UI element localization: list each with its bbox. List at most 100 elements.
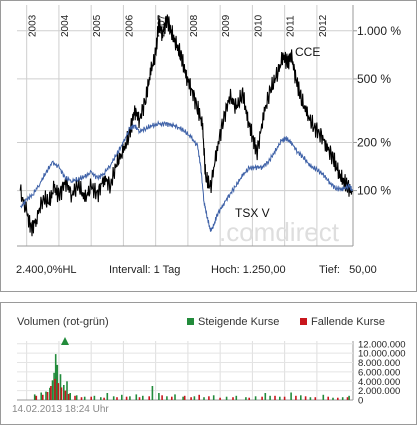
- volume-bar-falling-6: [60, 387, 63, 400]
- volume-bar-rising-29: [212, 395, 215, 400]
- volume-bar-rising-36: [279, 396, 281, 400]
- legend-swatch-falling: [300, 318, 307, 325]
- volume-bar-rising-5: [53, 372, 55, 400]
- volume-bar-falling-19: [183, 395, 186, 400]
- volume-bar-rising-31: [235, 395, 238, 400]
- series-line-tsx-v: [20, 120, 353, 232]
- legend-label-falling: Fallende Kurse: [311, 316, 385, 328]
- series-line-cce: [19, 14, 353, 237]
- x-tick-label-2011: 2011: [286, 15, 297, 37]
- volume-bar-falling-2: [46, 392, 49, 400]
- price-chart-panel: .comdirect 2003 2004 2005 2006 2007 2008 2009 2…: [0, 0, 417, 292]
- volume-bar-falling-21: [198, 394, 200, 400]
- volume-y-tick-label-6000000: 6.000.000: [358, 367, 400, 378]
- x-tick-label-2007: 2007: [157, 14, 168, 37]
- volume-bar-rising-4: [51, 380, 54, 400]
- volume-bar-rising-26: [182, 396, 184, 400]
- volume-chart-panel: Volumen (rot-grün) Steigende Kurse Fallen…: [0, 302, 417, 425]
- volume-bar-falling-16: [148, 396, 150, 400]
- volume-bar-falling-5: [57, 383, 60, 400]
- volume-bar-rising-32: [245, 397, 247, 400]
- volume-bar-rising-9: [63, 385, 65, 400]
- volume-bar-rising-11: [69, 393, 71, 400]
- volume-bar-falling-17: [161, 395, 163, 400]
- volume-y-tick-label-2000000: 2.000.000: [358, 386, 400, 397]
- volume-bar-falling-25: [248, 397, 250, 400]
- x-tick-label-2004: 2004: [60, 14, 71, 37]
- volume-bar-falling-15: [138, 397, 141, 400]
- volume-bar-falling-31: [314, 397, 317, 400]
- volume-bar-rising-3: [49, 387, 51, 400]
- volume-bar-falling-24: [232, 397, 234, 400]
- volume-bar-rising-18: [121, 394, 123, 400]
- legend-label-rising: Steigende Kurse: [198, 316, 279, 328]
- y-tick-label-100: 100 %: [357, 184, 391, 198]
- volume-bar-rising-2: [45, 391, 47, 400]
- volume-bar-rising-34: [264, 393, 267, 400]
- volume-bar-falling-30: [304, 396, 307, 400]
- volume-bar-falling-22: [208, 396, 210, 400]
- volume-bar-rising-17: [112, 396, 115, 400]
- volume-bar-rising-6: [54, 354, 57, 400]
- volume-bar-falling-27: [274, 395, 276, 400]
- volume-bar-rising-43: [348, 395, 350, 400]
- watermark-text: .comdirect: [219, 217, 340, 247]
- price-chart: .comdirect 2003 2004 2005 2006 2007 2008 2009 2…: [17, 5, 401, 247]
- volume-bar-rising-23: [158, 393, 160, 400]
- volume-bar-falling-23: [219, 397, 221, 400]
- x-tick-label-2009: 2009: [221, 14, 232, 37]
- volume-chart: Volumen (rot-grün) Steigende Kurse Fallen…: [17, 316, 406, 407]
- volume-bar-falling-13: [116, 397, 118, 400]
- volume-bar-rising-0: [33, 394, 36, 400]
- volume-bar-rising-33: [254, 396, 257, 400]
- volume-bar-rising-38: [300, 395, 302, 400]
- volume-bar-falling-4: [54, 378, 56, 400]
- volume-bar-falling-32: [327, 396, 329, 400]
- volume-bar-rising-1: [40, 392, 42, 400]
- x-tick-label-2012: 2012: [318, 14, 329, 37]
- volume-bar-falling-18: [171, 396, 173, 400]
- volume-bar-falling-7: [64, 390, 67, 400]
- volume-bar-rising-40: [322, 394, 325, 400]
- y-tick-label-200: 200 %: [357, 135, 391, 149]
- volume-bar-rising-37: [290, 392, 292, 400]
- volume-bar-falling-34: [346, 397, 349, 400]
- volume-bar-rising-41: [332, 397, 334, 400]
- volume-bar-rising-21: [142, 395, 144, 400]
- volume-bar-rising-24: [166, 396, 168, 400]
- volume-bar-rising-19: [129, 396, 131, 400]
- volume-bar-falling-29: [295, 395, 297, 400]
- volume-bar-rising-28: [203, 397, 205, 400]
- volume-bar-rising-10: [66, 381, 68, 400]
- y-tick-label-1000: 1.000 %: [357, 24, 401, 38]
- legend-swatch-rising: [187, 318, 194, 325]
- high-value: Hoch: 1.250,00: [211, 264, 286, 276]
- x-tick-label-2005: 2005: [92, 14, 103, 37]
- y-tick-label-500: 500 %: [357, 72, 391, 86]
- volume-bar-rising-15: [100, 397, 102, 400]
- volume-bar-falling-1: [42, 394, 44, 400]
- change-value: 2.400,0%HL: [16, 264, 77, 276]
- volume-bar-rising-30: [225, 396, 228, 400]
- x-tick-label-2010: 2010: [253, 14, 264, 37]
- volume-bar-rising-13: [83, 396, 86, 400]
- volume-y-tick-label-4000000: 4.000.000: [358, 377, 400, 388]
- volume-bar-rising-7: [56, 364, 59, 400]
- volume-bar-falling-0: [35, 395, 38, 400]
- volume-bar-rising-35: [269, 395, 271, 400]
- volume-bar-rising-12: [75, 395, 78, 400]
- volume-bar-rising-8: [59, 374, 62, 400]
- volume-bar-falling-3: [50, 386, 52, 400]
- volume-bar-falling-8: [67, 393, 70, 400]
- volume-peak-marker: [61, 337, 69, 345]
- series-name-cce: CCE: [295, 45, 320, 59]
- interval-value: Intervall: 1 Tag: [109, 264, 181, 276]
- x-tick-label-2003: 2003: [28, 14, 39, 37]
- volume-bar-falling-20: [190, 397, 192, 400]
- timestamp: 14.02.2013 18:24 Uhr: [12, 404, 109, 415]
- volume-bar-rising-25: [174, 394, 176, 400]
- volume-bar-falling-9: [74, 395, 76, 400]
- volume-y-tick-label-10000000: 10.000.000: [358, 349, 406, 360]
- volume-bar-falling-14: [125, 396, 128, 400]
